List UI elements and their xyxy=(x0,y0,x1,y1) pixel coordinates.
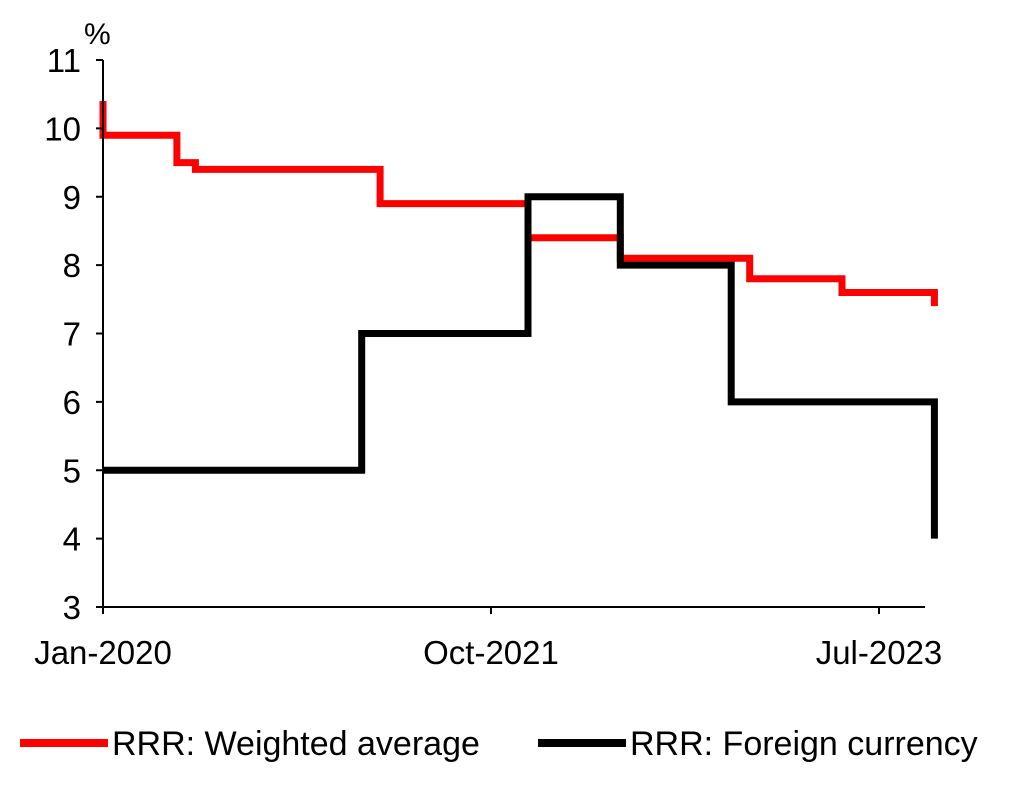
x-tick-label: Oct-2021 xyxy=(423,634,559,671)
series-line-1 xyxy=(99,101,938,307)
y-tick-label: 3 xyxy=(63,589,81,626)
y-tick-label: 8 xyxy=(63,247,81,284)
y-unit-label: % xyxy=(84,18,111,51)
x-tick-label: Jan-2020 xyxy=(34,634,172,671)
y-tick-label: 5 xyxy=(63,452,81,489)
y-tick-label: 4 xyxy=(63,521,81,558)
plot-area xyxy=(99,101,938,539)
x-tick-label: Jul-2023 xyxy=(816,634,943,671)
axes: 3 4 5 6 7 8 9 10 11 Jan-2020 Oct-2021 Jul-2023 xyxy=(34,42,942,671)
legend: RRR: Weighted average RRR: Foreign curren… xyxy=(20,725,978,763)
y-tick-label: 7 xyxy=(63,316,81,353)
legend-label: RRR: Weighted average xyxy=(112,725,480,763)
legend-label: RRR: Foreign currency xyxy=(630,725,978,763)
y-tick-label: 9 xyxy=(63,179,81,216)
y-tick-label: 11 xyxy=(47,42,81,79)
y-tick-label: 10 xyxy=(44,110,81,147)
y-tick-label: 6 xyxy=(63,384,81,421)
series-line-2 xyxy=(103,193,938,539)
